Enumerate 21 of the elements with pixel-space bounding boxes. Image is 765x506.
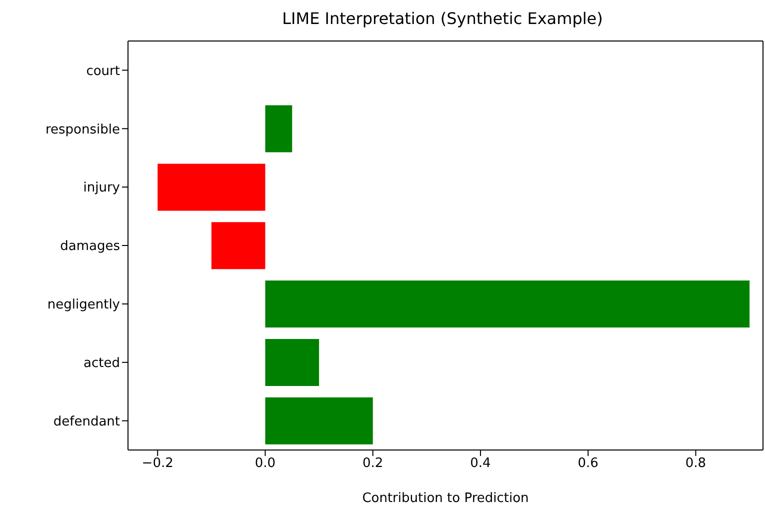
y-tick-label: court — [86, 64, 120, 79]
x-tick-label: 0.6 — [578, 456, 598, 472]
bar — [265, 338, 320, 386]
y-tick-label: defendant — [53, 414, 120, 430]
x-tick-label: 0.4 — [470, 456, 491, 472]
bar — [158, 164, 266, 211]
y-tick-label: injury — [83, 180, 120, 196]
y-tick-label: acted — [84, 356, 120, 371]
x-tick-label: −0.2 — [142, 456, 174, 472]
bar — [265, 105, 292, 152]
bar — [265, 397, 373, 444]
x-tick-label: 0.2 — [362, 456, 384, 472]
x-tick-label: 0.0 — [254, 456, 276, 472]
y-tick-label: damages — [60, 239, 120, 254]
chart-title: LIME Interpretation (Synthetic Example) — [281, 8, 604, 30]
x-tick-label: 0.8 — [685, 456, 706, 472]
x-axis-title: Contribution to Prediction — [362, 491, 529, 506]
y-tick-label: negligently — [47, 298, 120, 313]
bar — [265, 280, 750, 328]
y-tick-label: responsible — [45, 122, 120, 138]
bar — [211, 222, 266, 270]
